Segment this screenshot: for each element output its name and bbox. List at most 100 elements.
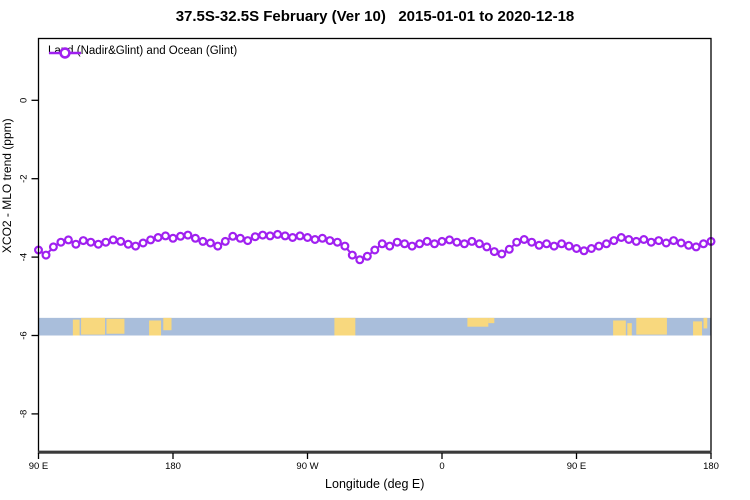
data-point xyxy=(146,235,156,245)
y-tick-label: 0 xyxy=(19,98,30,103)
data-point xyxy=(534,240,544,250)
data-point xyxy=(41,250,51,260)
data-point xyxy=(646,237,656,247)
data-point xyxy=(549,241,559,251)
y-tick-label: -8 xyxy=(19,410,30,418)
map-band-land-patch xyxy=(613,320,626,336)
data-point xyxy=(108,235,118,245)
y-tick-label: -2 xyxy=(19,174,30,182)
data-point xyxy=(198,236,208,246)
map-band-land-patch xyxy=(72,319,80,336)
data-point xyxy=(527,237,537,247)
data-point xyxy=(56,237,66,247)
y-axis-label: XCO2 - MLO trend (ppm) xyxy=(0,118,14,253)
data-point xyxy=(430,239,440,249)
data-point xyxy=(400,239,410,249)
data-point xyxy=(317,233,327,243)
legend: Land (Nadir&Glint) and Ocean (Glint) xyxy=(48,45,238,59)
data-point xyxy=(579,246,589,256)
data-point xyxy=(213,241,223,251)
data-point xyxy=(123,239,133,249)
data-point xyxy=(190,233,200,243)
x-tick-label: 90 E xyxy=(567,461,587,472)
data-point xyxy=(86,237,96,247)
legend-label: Land (Nadir&Glint) and Ocean (Glint) xyxy=(48,45,238,57)
data-point xyxy=(78,236,88,246)
data-point xyxy=(594,241,604,251)
map-band-land-patch xyxy=(149,320,162,336)
data-point xyxy=(168,233,178,243)
data-point xyxy=(153,233,163,243)
data-point xyxy=(586,244,596,254)
data-point xyxy=(624,235,634,245)
data-point xyxy=(93,239,103,249)
data-point xyxy=(280,231,290,241)
x-tick-label: 90 W xyxy=(296,461,318,472)
data-point xyxy=(609,236,619,246)
map-band-land-patch xyxy=(81,317,106,335)
data-point xyxy=(698,239,708,249)
data-point xyxy=(616,233,626,243)
data-point xyxy=(437,236,447,246)
data-point xyxy=(684,240,694,250)
data-point xyxy=(265,231,275,241)
data-point xyxy=(467,236,477,246)
map-band-land-patch xyxy=(636,317,667,335)
data-point xyxy=(482,242,492,252)
data-point xyxy=(631,236,641,246)
data-point xyxy=(654,236,664,246)
x-tick-label: 90 E xyxy=(29,461,49,472)
data-point xyxy=(415,239,425,249)
data-point xyxy=(235,233,245,243)
data-point xyxy=(325,236,335,246)
data-point xyxy=(131,241,141,251)
data-point xyxy=(445,235,455,245)
y-tick-label: -4 xyxy=(19,253,30,261)
data-point xyxy=(273,229,283,239)
data-point xyxy=(564,241,574,251)
x-axis-label: Longitude (deg E) xyxy=(325,477,424,491)
data-point xyxy=(497,249,507,259)
legend-series-marker-icon xyxy=(49,47,81,59)
map-band-land-patch xyxy=(163,317,172,331)
data-point xyxy=(452,237,462,247)
data-point xyxy=(161,231,171,241)
data-point xyxy=(661,238,671,248)
data-point xyxy=(392,237,402,247)
y-tick-label: -6 xyxy=(19,331,30,339)
data-point xyxy=(489,247,499,257)
data-point xyxy=(422,236,432,246)
x-tick-label: 180 xyxy=(703,461,719,472)
data-point xyxy=(243,236,253,246)
data-point xyxy=(220,236,230,246)
data-point xyxy=(205,238,215,248)
data-point xyxy=(519,235,529,245)
data-point xyxy=(512,237,522,247)
data-point xyxy=(571,244,581,254)
data-point xyxy=(138,238,148,248)
data-point xyxy=(71,239,81,249)
data-point xyxy=(459,239,469,249)
data-point xyxy=(407,241,417,251)
map-band-land-patch xyxy=(467,317,489,327)
data-point xyxy=(669,236,679,246)
data-point xyxy=(370,245,380,255)
data-point xyxy=(116,236,126,246)
map-band-land-patch xyxy=(703,317,708,329)
data-point xyxy=(63,235,73,245)
data-point xyxy=(250,232,260,242)
data-point xyxy=(101,237,111,247)
data-point xyxy=(557,239,567,249)
data-point xyxy=(362,251,372,261)
chart-title: 37.5S-32.5S February (Ver 10) 2015-01-01… xyxy=(175,8,575,25)
x-tick-label: 0 xyxy=(439,461,444,472)
data-point xyxy=(332,237,342,247)
data-point xyxy=(385,241,395,251)
data-point xyxy=(310,235,320,245)
data-point xyxy=(228,231,238,241)
data-point xyxy=(639,235,649,245)
map-band-land-patch xyxy=(693,321,703,336)
data-point xyxy=(48,242,58,252)
